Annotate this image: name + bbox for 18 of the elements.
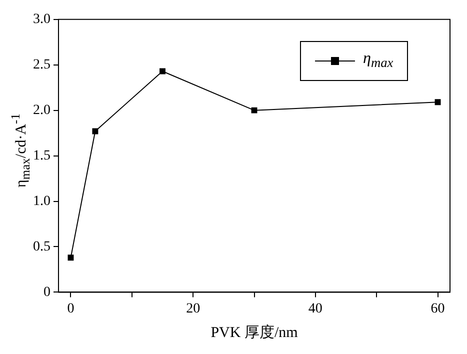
x-tick-label: 20 <box>186 301 200 316</box>
y-tick-label: 0 <box>44 284 50 300</box>
legend-label: η$_{max}$ <box>363 50 394 72</box>
point <box>160 68 166 74</box>
point <box>434 99 441 106</box>
x-axis-title: PVK 厚度/nm <box>210 324 298 341</box>
y-tick-label: 1.5 <box>33 148 50 164</box>
y-tick-label: 2.5 <box>33 58 50 73</box>
y-tick-label: 1.0 <box>33 194 50 209</box>
point <box>251 107 258 114</box>
y-tick-label: 2.0 <box>33 103 50 118</box>
x-tick-label: 60 <box>430 301 445 316</box>
y-tick-label: 0.5 <box>33 239 50 254</box>
point <box>92 128 98 134</box>
x-tick-label: 40 <box>308 301 322 316</box>
y-tick-label: 3.0 <box>33 12 50 28</box>
x-tick-label: 0 <box>67 301 74 316</box>
point <box>68 254 74 261</box>
